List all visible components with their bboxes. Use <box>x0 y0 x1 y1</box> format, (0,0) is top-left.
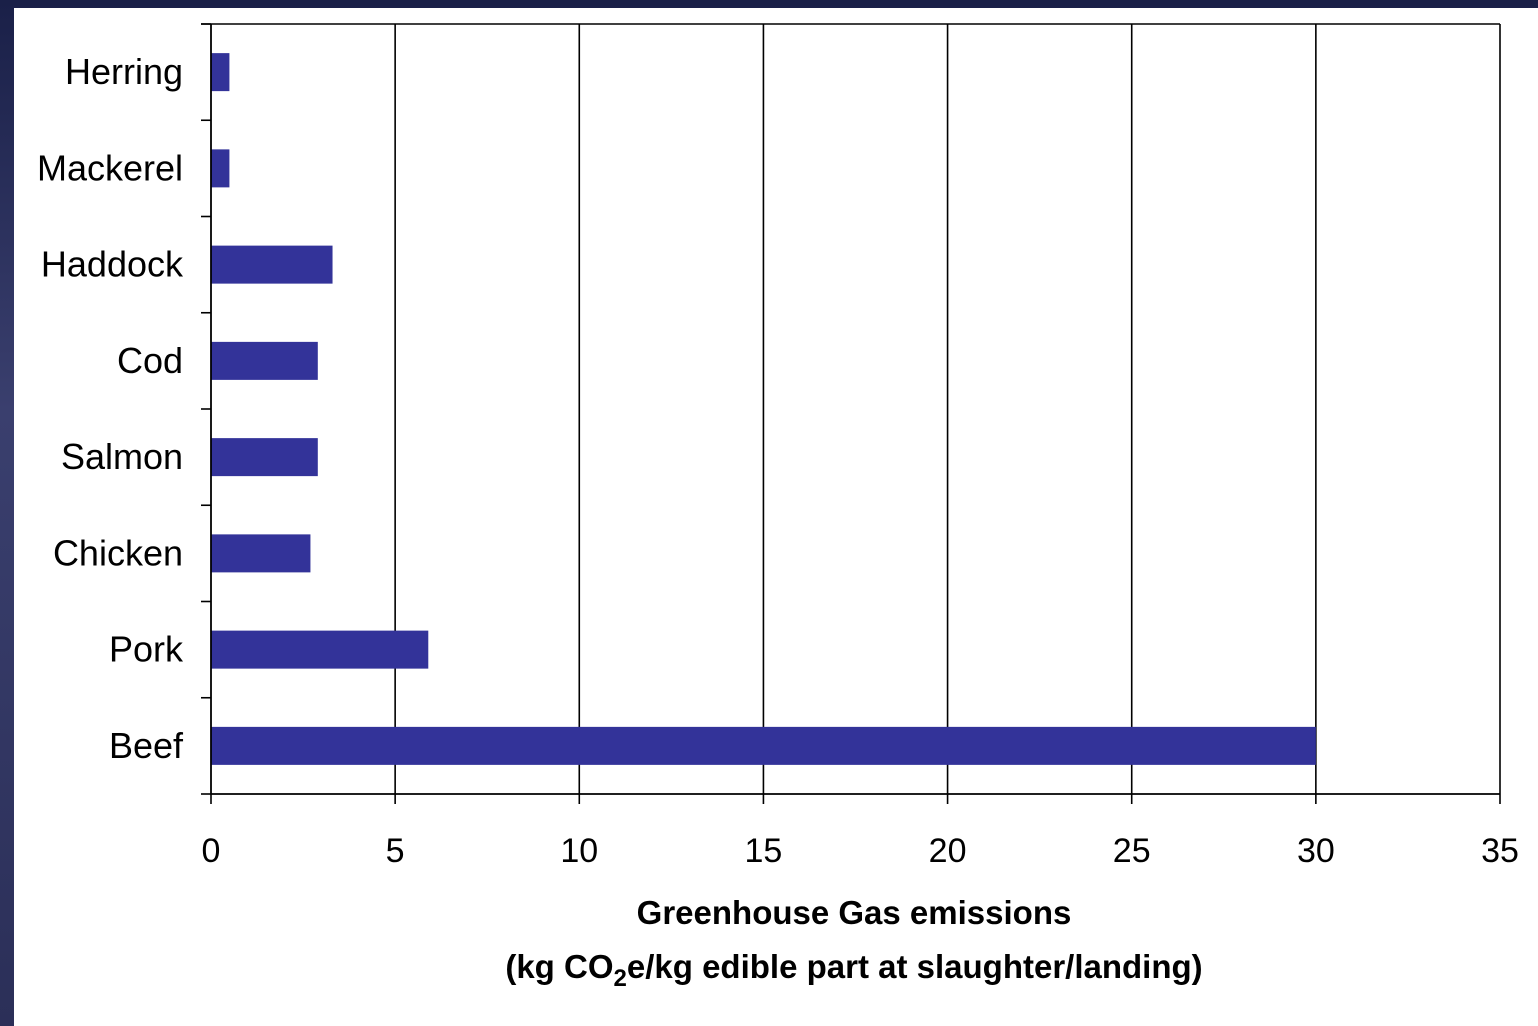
bar-pork <box>211 630 429 669</box>
category-label-haddock: Haddock <box>41 244 184 285</box>
category-label-mackerel: Mackerel <box>37 147 183 188</box>
category-label-beef: Beef <box>109 725 184 766</box>
x-tick-label-35: 35 <box>1481 832 1519 870</box>
labels: 0 5 10 15 20 25 30 35 Herring Mackerel Haddock Cod S… <box>37 51 1519 870</box>
category-label-chicken: Chicken <box>53 532 183 573</box>
bars <box>211 53 1316 765</box>
bar-salmon <box>211 438 318 477</box>
x-tick-label-10: 10 <box>560 832 598 870</box>
bar-chart: 0 5 10 15 20 25 30 35 Herring Mackerel Haddock Cod S… <box>37 23 1519 992</box>
x-tick-label-20: 20 <box>929 832 967 870</box>
axes <box>201 23 1501 804</box>
x-axis-title-subscript: 2 <box>614 965 627 992</box>
bar-beef <box>211 726 1316 765</box>
x-axis-title-suffix: e/kg edible part at slaughter/landing) <box>627 948 1203 985</box>
x-tick-label-30: 30 <box>1297 832 1335 870</box>
category-label-herring: Herring <box>65 51 183 92</box>
x-axis-title-prefix: (kg CO <box>505 948 613 985</box>
x-tick-label-5: 5 <box>386 832 405 870</box>
bar-mackerel <box>211 149 230 188</box>
chart-panel: 0 5 10 15 20 25 30 35 Herring Mackerel Haddock Cod S… <box>14 8 1538 1026</box>
x-tick-label-15: 15 <box>745 832 783 870</box>
category-label-pork: Pork <box>109 629 184 670</box>
category-label-salmon: Salmon <box>61 436 183 477</box>
bar-cod <box>211 341 318 380</box>
bar-herring <box>211 53 230 92</box>
x-axis-title-line2: (kg CO2e/kg edible part at slaughter/lan… <box>505 948 1202 992</box>
x-tick-label-0: 0 <box>202 832 221 870</box>
bar-chicken <box>211 534 311 573</box>
bar-haddock <box>211 245 333 284</box>
x-axis-title-line1: Greenhouse Gas emissions <box>637 894 1072 931</box>
gridlines <box>394 24 1501 794</box>
category-label-cod: Cod <box>117 340 183 381</box>
x-tick-label-25: 25 <box>1113 832 1151 870</box>
